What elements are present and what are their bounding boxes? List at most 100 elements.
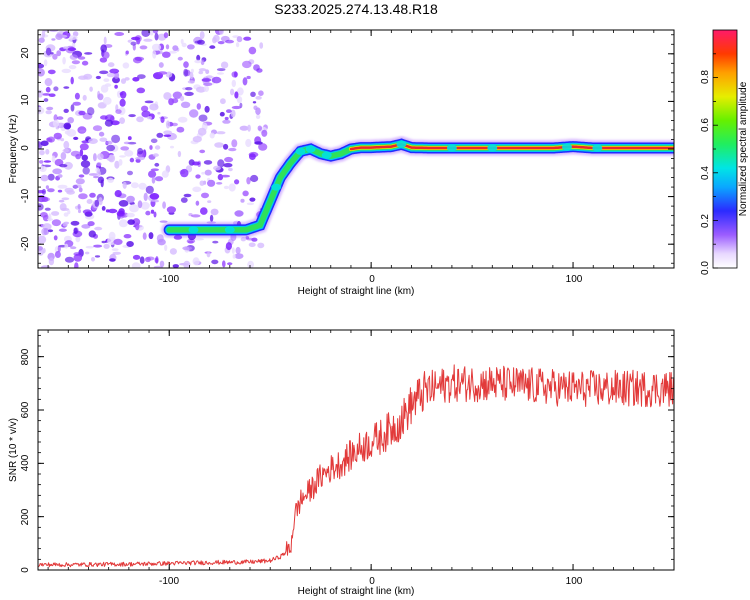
noise-blob [60, 152, 67, 160]
noise-blob [59, 164, 68, 168]
noise-blob [141, 110, 151, 118]
noise-blob [248, 242, 256, 248]
noise-blob [209, 132, 215, 139]
colorbar-label: Normalized spectral amplitude [738, 81, 749, 216]
noise-blob [126, 241, 134, 247]
noise-blob [249, 197, 256, 202]
noise-blob [246, 177, 251, 185]
noise-blob [114, 32, 125, 36]
noise-blob [184, 91, 194, 96]
noise-blob [140, 201, 150, 210]
noise-blob [183, 193, 192, 198]
noise-blob [107, 62, 115, 68]
noise-blob [214, 142, 224, 148]
noise-blob [198, 70, 204, 75]
noise-blob [164, 244, 168, 251]
noise-blob [147, 116, 152, 120]
noise-blob [125, 50, 129, 55]
noise-blob [145, 185, 154, 194]
noise-blob [245, 138, 252, 148]
noise-blob [225, 242, 232, 251]
spectrogram-xtick-label: 0 [369, 274, 375, 285]
noise-blob [185, 87, 193, 91]
snr-ytick-label: 0 [20, 567, 31, 573]
noise-blob [93, 175, 99, 179]
noise-blob [231, 79, 236, 88]
noise-blob [189, 109, 199, 118]
noise-blob [46, 106, 54, 111]
noise-blob [258, 143, 268, 151]
noise-blob [235, 42, 240, 48]
noise-blob [111, 134, 121, 144]
noise-blob [255, 114, 261, 120]
noise-blob [236, 87, 244, 96]
noise-blob [39, 160, 44, 164]
noise-blob [48, 93, 56, 97]
noise-blob [137, 200, 143, 209]
noise-blob [211, 76, 222, 84]
noise-blob [54, 251, 61, 258]
noise-blob [69, 54, 78, 60]
noise-blob [154, 257, 159, 263]
noise-blob [112, 251, 121, 255]
snr-frame [37, 329, 675, 571]
noise-blob [142, 232, 147, 240]
noise-blob [255, 107, 261, 115]
noise-blob [139, 45, 148, 50]
noise-blob [200, 207, 208, 215]
noise-blob [45, 149, 50, 155]
noise-blob [44, 207, 51, 211]
noise-blob [66, 190, 75, 195]
noise-blob [206, 251, 211, 258]
colorbar-tick-label: 0.6 [700, 118, 711, 132]
noise-blob [62, 56, 66, 65]
noise-blob [103, 36, 107, 45]
noise-blob [192, 257, 200, 266]
noise-blob [45, 110, 52, 115]
spectrogram-x-axis-label: Height of straight line (km) [298, 286, 415, 297]
noise-blob [248, 46, 257, 55]
snr-xtick-label: 100 [566, 576, 583, 587]
noise-blob [141, 30, 151, 37]
noise-blob [209, 45, 216, 49]
noise-blob [73, 253, 83, 262]
noise-blob [154, 162, 160, 167]
noise-blob [223, 163, 233, 168]
noise-blob [242, 60, 252, 69]
noise-blob [78, 193, 88, 200]
noise-blob [154, 176, 164, 182]
noise-blob [127, 219, 135, 225]
noise-blob [47, 173, 55, 181]
noise-blob [62, 223, 68, 227]
noise-blob [122, 62, 130, 69]
noise-blob [38, 141, 43, 150]
noise-blob [199, 180, 205, 186]
noise-blob [156, 50, 163, 55]
noise-blob [123, 141, 130, 145]
noise-blob [253, 64, 260, 71]
noise-blob [234, 210, 244, 217]
spectrogram-panel: -100 0 100 Height of straight line (km) … [8, 29, 675, 297]
noise-blob [211, 259, 219, 265]
ridge-knot [396, 140, 407, 148]
ridge-knot [487, 144, 498, 152]
noise-blob [220, 174, 231, 178]
noise-blob [42, 248, 46, 254]
noise-blob [150, 138, 158, 144]
noise-blob [75, 178, 85, 185]
noise-blob [242, 190, 249, 197]
noise-blob [216, 68, 226, 72]
noise-blob [198, 68, 207, 72]
noise-blob [82, 209, 92, 215]
figure-title: S233.2025.274.13.48.R18 [274, 1, 438, 17]
noise-blob [51, 219, 62, 227]
noise-blob [40, 174, 49, 182]
noise-blob [45, 47, 52, 56]
noise-blob [151, 43, 162, 52]
noise-blob [47, 229, 54, 233]
noise-blob [127, 136, 132, 141]
colorbar-tick-label: 0.4 [700, 166, 711, 180]
snr-x-axis-label: Height of straight line (km) [298, 586, 415, 597]
noise-blob [96, 162, 102, 167]
